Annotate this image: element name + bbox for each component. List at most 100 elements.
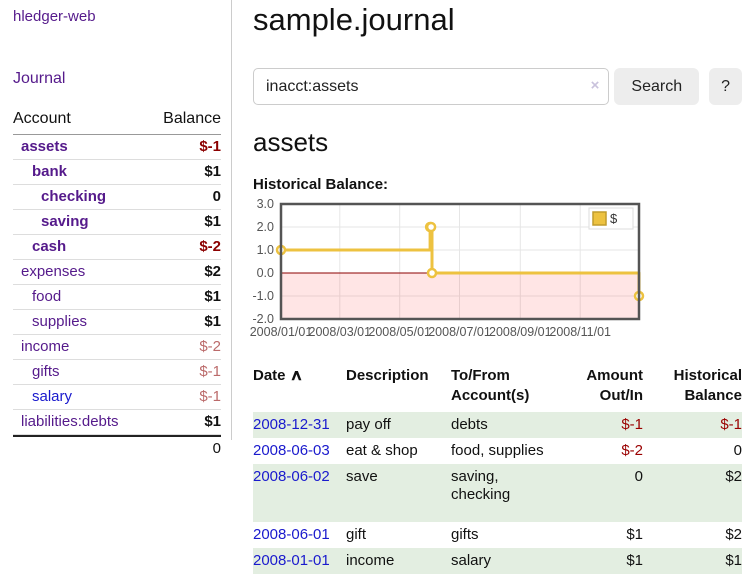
transaction-accounts: gifts [451,526,479,543]
account-link[interactable]: income [21,338,70,355]
account-row: liabilities:debts $1 [13,410,221,435]
transaction-balance: $2 [725,526,742,543]
total-row: 0 [13,435,221,460]
account-table-header: Account Balance [13,108,221,135]
transaction-description: eat & shop [346,442,418,459]
transaction-balance: $2 [725,468,742,485]
account-balance-table: Account Balance assets $-1 bank $1 checking 0… [13,108,221,460]
clear-search-icon[interactable]: × [590,77,600,94]
account-balance: $-2 [199,238,221,255]
transaction-amount: $1 [626,526,643,543]
account-row: food $1 [13,285,221,310]
account-row: cash $-2 [13,235,221,260]
chart-title: Historical Balance: [253,176,389,193]
account-row: checking 0 [13,185,221,210]
account-row: supplies $1 [13,310,221,335]
account-balance: $1 [204,213,221,230]
svg-text:2008/07/01: 2008/07/01 [428,325,491,339]
account-balance: $1 [204,313,221,330]
account-table-rows: assets $-1 bank $1 checking 0 saving $1 cash $-2 e… [13,135,221,435]
transaction-date-link[interactable]: 2008-06-02 [253,468,330,485]
amount-column-header: Amount Out/In [586,367,643,404]
transaction-description: income [346,552,395,569]
page-title: sample.journal [253,2,455,37]
register-table-body: 2008-12-31 pay off debts $-1 $-1 2008-06-03 ea… [253,412,742,574]
sort-ascending-icon: ∧ [289,367,303,384]
account-row: assets $-1 [13,135,221,160]
transaction-date-link[interactable]: 2008-12-31 [253,416,330,433]
sidebar-item-journal[interactable]: Journal [13,70,66,87]
account-row: income $-2 [13,335,221,360]
search-form: × Search ? [253,68,742,105]
register-table: Date ∧ Description To/From Account(s) Amo… [253,366,742,574]
main-content: sample.journal × Search ? assets Histori… [250,0,742,574]
transaction-accounts: food, supplies [451,442,544,459]
svg-text:1.0: 1.0 [257,243,274,257]
svg-text:2008/11/01: 2008/11/01 [549,325,611,339]
account-link[interactable]: bank [32,163,68,180]
account-balance: $-1 [199,388,221,405]
svg-text:2008/09/01: 2008/09/01 [489,325,552,339]
account-row: salary $-1 [13,385,221,410]
transaction-description: gift [346,526,367,543]
register-row: 2008-06-02 save saving, checking 0 $2 [253,464,742,522]
svg-text:2008/01/01: 2008/01/01 [250,325,313,339]
transaction-accounts: debts [451,416,488,433]
svg-text:-2.0: -2.0 [252,312,274,326]
account-balance: 0 [212,188,221,205]
account-heading: assets [253,127,329,157]
register-header-row: Date ∧ Description To/From Account(s) Amo… [253,366,742,412]
help-button[interactable]: ? [709,68,742,105]
account-column-header: Account [13,110,71,127]
account-row: expenses $2 [13,260,221,285]
account-link[interactable]: food [32,288,62,305]
account-link[interactable]: checking [41,188,107,205]
account-row: bank $1 [13,160,221,185]
account-link[interactable]: assets [21,138,68,155]
svg-text:2008/05/01: 2008/05/01 [368,325,431,339]
transaction-accounts: salary [451,552,492,569]
transaction-amount: $-2 [621,442,643,459]
account-balance: $-2 [199,338,221,355]
register-row: 2008-06-01 gift gifts $1 $2 [253,522,742,548]
svg-text:$: $ [610,211,618,226]
account-link[interactable]: liabilities:debts [21,413,119,430]
transaction-description: pay off [346,416,391,433]
transaction-balance: $-1 [720,416,742,433]
svg-text:0.0: 0.0 [257,266,274,280]
account-link[interactable]: cash [32,238,67,255]
svg-text:2.0: 2.0 [257,220,274,234]
account-balance: $2 [204,263,221,280]
transaction-date-link[interactable]: 2008-06-03 [253,442,330,459]
account-link[interactable]: saving [41,213,89,230]
svg-text:2008/03/01: 2008/03/01 [309,325,372,339]
account-link[interactable]: gifts [32,363,60,380]
svg-text:3.0: 3.0 [257,199,274,211]
account-balance: $1 [204,163,221,180]
account-balance: $-1 [199,138,221,155]
account-link[interactable]: salary [32,388,73,405]
historical-balance-chart: $3.0 2.0 1.0 0.0 -1.0 -2.0 2008/01/01 2008/03/0… [247,197,742,350]
transaction-description: save [346,468,378,485]
account-row: gifts $-1 [13,360,221,385]
register-row: 2008-06-03 eat & shop food, supplies $-2 0 [253,438,742,464]
date-column-header[interactable]: Date ∧ [253,367,303,384]
transaction-balance: $1 [725,552,742,569]
description-column-header: Description [346,367,429,384]
transaction-date-link[interactable]: 2008-06-01 [253,526,330,543]
account-link[interactable]: supplies [32,313,88,330]
transaction-amount: 0 [634,468,643,485]
transaction-amount: $1 [626,552,643,569]
app-title-link[interactable]: hledger-web [13,8,96,25]
transaction-accounts: saving, checking [451,468,511,503]
transaction-balance: 0 [733,442,742,459]
account-row: saving $1 [13,210,221,235]
search-input[interactable] [253,68,610,105]
account-balance: $1 [204,288,221,305]
svg-text:-1.0: -1.0 [252,289,274,303]
search-button[interactable]: Search [614,68,700,105]
account-balance: $1 [204,413,221,430]
account-link[interactable]: expenses [21,263,86,280]
transaction-date-link[interactable]: 2008-01-01 [253,552,330,569]
total-balance: 0 [212,440,221,457]
